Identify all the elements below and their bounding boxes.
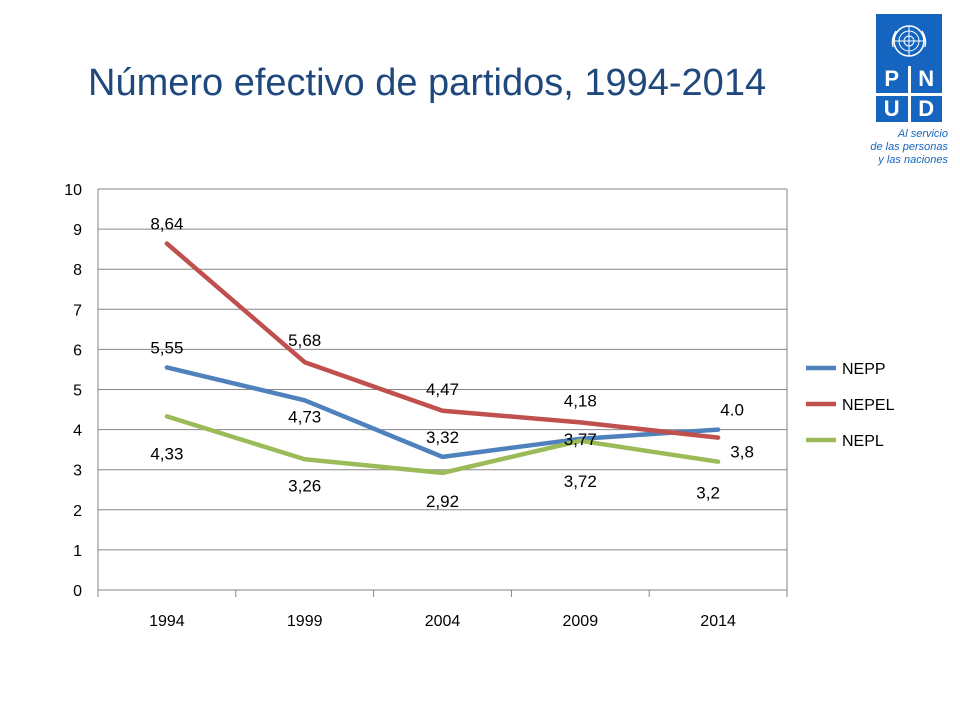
y-tick-label: 6 xyxy=(73,342,82,359)
data-point xyxy=(304,361,306,363)
y-tick-label: 1 xyxy=(73,543,82,560)
data-point xyxy=(442,410,443,412)
data-label: 4,33 xyxy=(150,444,183,463)
y-tick-label: 5 xyxy=(73,383,82,400)
y-tick-label: 4 xyxy=(73,423,82,440)
data-point xyxy=(717,429,719,431)
legend-label: NEPEL xyxy=(842,397,895,414)
legend-label: NEPP xyxy=(842,361,886,378)
y-tick-label: 7 xyxy=(73,302,82,319)
data-label: 3,72 xyxy=(564,472,597,491)
data-point xyxy=(717,437,719,439)
data-label: 8,64 xyxy=(150,215,183,234)
data-point xyxy=(579,440,581,442)
data-label: 3,32 xyxy=(426,428,459,447)
logo-tagline-line: de las personas xyxy=(870,141,948,153)
data-point xyxy=(579,421,581,423)
data-point xyxy=(304,458,306,460)
x-tick-label: 1994 xyxy=(149,613,185,630)
y-tick-label: 9 xyxy=(73,222,82,239)
logo-tagline: Al servicio de las personas y las nacion… xyxy=(848,128,948,167)
x-tick-label: 2009 xyxy=(563,613,599,630)
logo-letter: U xyxy=(876,95,908,122)
data-label: 3,2 xyxy=(696,484,720,503)
x-tick-label: 2004 xyxy=(425,613,461,630)
data-point xyxy=(442,456,443,458)
data-label: 4,18 xyxy=(564,391,597,410)
data-point xyxy=(717,461,719,463)
undp-letters: P N U D xyxy=(876,66,942,122)
logo-tagline-line: Al servicio xyxy=(897,128,948,140)
y-tick-label: 0 xyxy=(73,583,82,600)
data-point xyxy=(304,399,306,401)
data-label: 3,8 xyxy=(730,443,754,462)
data-point xyxy=(442,472,443,474)
logo-letter: P xyxy=(876,66,908,93)
data-label: 2,92 xyxy=(426,492,459,511)
y-tick-label: 8 xyxy=(73,262,82,279)
y-tick-label: 2 xyxy=(73,503,82,520)
data-label: 5,68 xyxy=(288,331,321,350)
data-point xyxy=(166,415,168,417)
x-tick-label: 2014 xyxy=(700,613,736,630)
logo-tagline-line: y las naciones xyxy=(878,154,948,166)
y-tick-label: 10 xyxy=(64,182,82,199)
data-point xyxy=(166,366,168,368)
data-point xyxy=(166,243,168,245)
un-emblem-icon xyxy=(883,20,935,62)
x-tick-label: 1999 xyxy=(287,613,323,630)
data-label: 5,55 xyxy=(150,338,183,357)
y-tick-label: 3 xyxy=(73,463,82,480)
data-label: 4.0 xyxy=(720,401,744,420)
data-label: 4,47 xyxy=(426,380,459,399)
logo-letter: D xyxy=(910,95,942,122)
logo-letter: N xyxy=(910,66,942,93)
series-line-nepel xyxy=(164,241,721,440)
data-label: 3,26 xyxy=(288,476,321,495)
legend-label: NEPL xyxy=(842,433,884,450)
data-label: 3,77 xyxy=(564,430,597,449)
data-label: 4,73 xyxy=(288,407,321,426)
chart-title: Número efectivo de partidos, 1994-2014 xyxy=(88,62,767,104)
